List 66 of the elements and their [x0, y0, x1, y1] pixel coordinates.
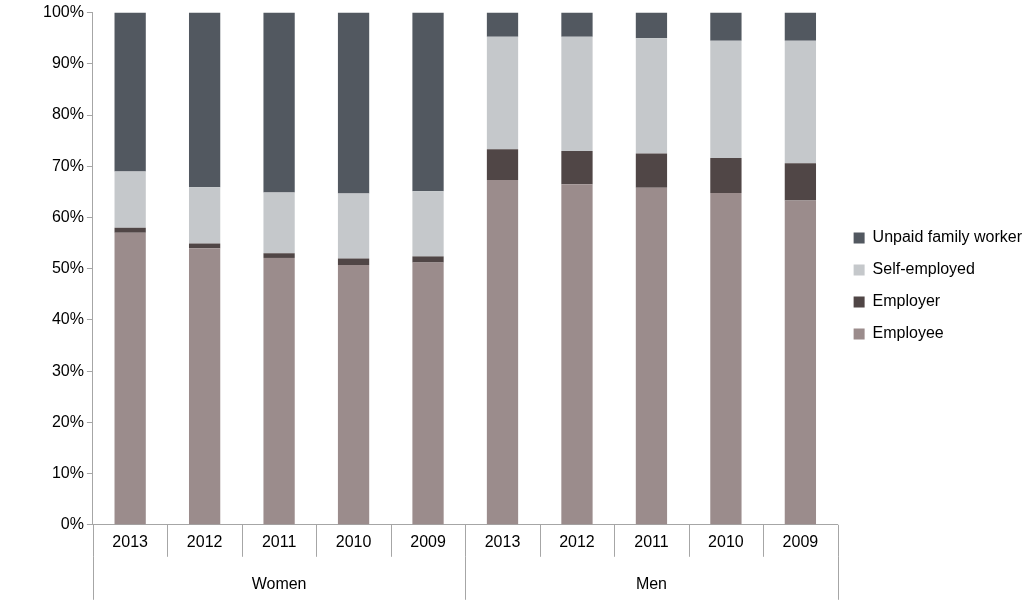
y-tick-label: 60% [51, 207, 84, 225]
bar [412, 12, 444, 192]
legend-label: Employee [872, 324, 944, 342]
bar [263, 257, 295, 525]
y-tick-label: 80% [51, 105, 84, 123]
bar [635, 38, 668, 154]
bar [412, 256, 444, 263]
bar [188, 12, 221, 188]
x-tick-label: 2011 [261, 532, 297, 550]
bar [486, 12, 519, 37]
text: Women [251, 575, 307, 593]
x-tick-label: 2011 [634, 532, 669, 550]
y-tick-label: 40% [51, 310, 84, 328]
y-tick-label: 10% [51, 463, 84, 481]
y-tick-label: 30% [51, 361, 84, 379]
bar [337, 258, 370, 266]
bar [635, 12, 668, 39]
y-tick-label: 50% [51, 259, 84, 277]
bar [337, 193, 370, 259]
bar [561, 150, 593, 185]
bar [188, 248, 221, 525]
x-tick-label: 2009 [782, 532, 819, 550]
bar [188, 187, 221, 244]
legend-label: Unpaid family worker [872, 228, 1023, 246]
bar [263, 12, 295, 193]
y-tick-label: 20% [51, 412, 84, 430]
x-tick-label: 2012 [559, 532, 595, 550]
bar [710, 40, 742, 159]
legend-label: Self-employed [872, 260, 975, 278]
y-tick-label: 90% [51, 54, 84, 72]
bar [710, 192, 742, 525]
bar [114, 171, 146, 228]
x-tick-label: 2012 [186, 532, 223, 550]
y-tick-label: 0% [60, 515, 84, 533]
bar [486, 36, 519, 150]
bar [784, 163, 817, 201]
bar [412, 262, 444, 525]
bar [561, 36, 593, 151]
legend-label: Employer [872, 292, 941, 310]
bar [114, 12, 146, 172]
text: Men [635, 575, 668, 593]
bar [114, 227, 146, 233]
y-tick-label: 70% [51, 156, 84, 174]
x-tick-label: 2013 [112, 532, 149, 550]
bar [710, 12, 742, 41]
bar [635, 153, 668, 188]
bar [486, 180, 519, 525]
bar [263, 192, 295, 254]
bar [784, 200, 817, 525]
bar [561, 12, 593, 37]
bar [784, 12, 817, 41]
bar [635, 187, 668, 525]
bar [561, 184, 593, 525]
x-tick-label: 2010 [335, 532, 372, 550]
bar [412, 191, 444, 257]
bar [337, 12, 370, 194]
bar [114, 232, 146, 525]
bar [784, 40, 817, 164]
x-tick-label: 2010 [708, 532, 744, 550]
bar [337, 265, 370, 525]
bar [486, 149, 519, 181]
y-tick-label: 100% [43, 3, 84, 21]
bar [263, 253, 295, 258]
x-tick-label: 2009 [410, 532, 446, 550]
x-tick-label: 2013 [484, 532, 521, 550]
bar [710, 158, 742, 193]
